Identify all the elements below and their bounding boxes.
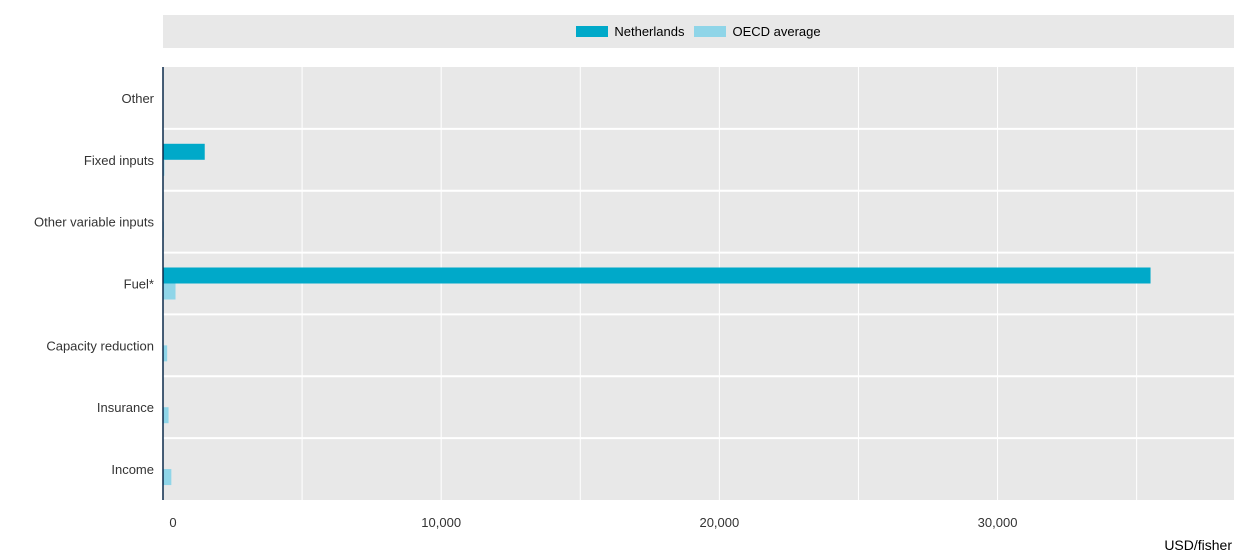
bar-oecd-average-income [163,469,172,486]
x-tick-label: 20,000 [699,515,739,530]
legend-label-netherlands: Netherlands [614,24,685,39]
category-label-insurance: Insurance [97,400,154,415]
legend-swatch-netherlands [576,26,609,37]
bar-oecd-average-insurance [163,407,169,424]
category-label-other-variable-inputs: Other variable inputs [34,215,154,230]
bar-netherlands-fixed-inputs [163,143,205,160]
legend-item-oecd-average: OECD average [694,24,821,39]
legend-label-oecd-average: OECD average [732,24,821,39]
bar-netherlands-fuel [163,267,1151,284]
category-label-income: Income [111,462,154,477]
category-label-fuel: Fuel* [124,277,154,292]
x-tick-label: 10,000 [421,515,461,530]
legend: Netherlands OECD average [163,15,1234,48]
legend-item-netherlands: Netherlands [576,24,684,39]
category-label-other: Other [121,91,154,106]
legend-swatch-oecd-average [694,26,727,37]
bar-oecd-average-fuel [163,283,176,300]
x-tick-label: 30,000 [978,515,1018,530]
x-tick-label: 0 [169,515,176,530]
bar-oecd-average-capacity-reduction [163,345,168,362]
category-label-fixed-inputs: Fixed inputs [84,153,155,168]
category-label-capacity-reduction: Capacity reduction [46,338,154,353]
x-axis-unit-label: USD/fisher [1164,537,1232,553]
